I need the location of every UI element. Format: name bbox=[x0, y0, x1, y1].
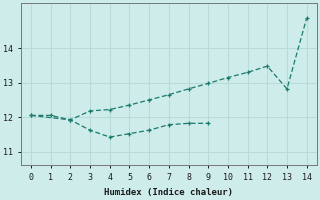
X-axis label: Humidex (Indice chaleur): Humidex (Indice chaleur) bbox=[104, 188, 233, 197]
